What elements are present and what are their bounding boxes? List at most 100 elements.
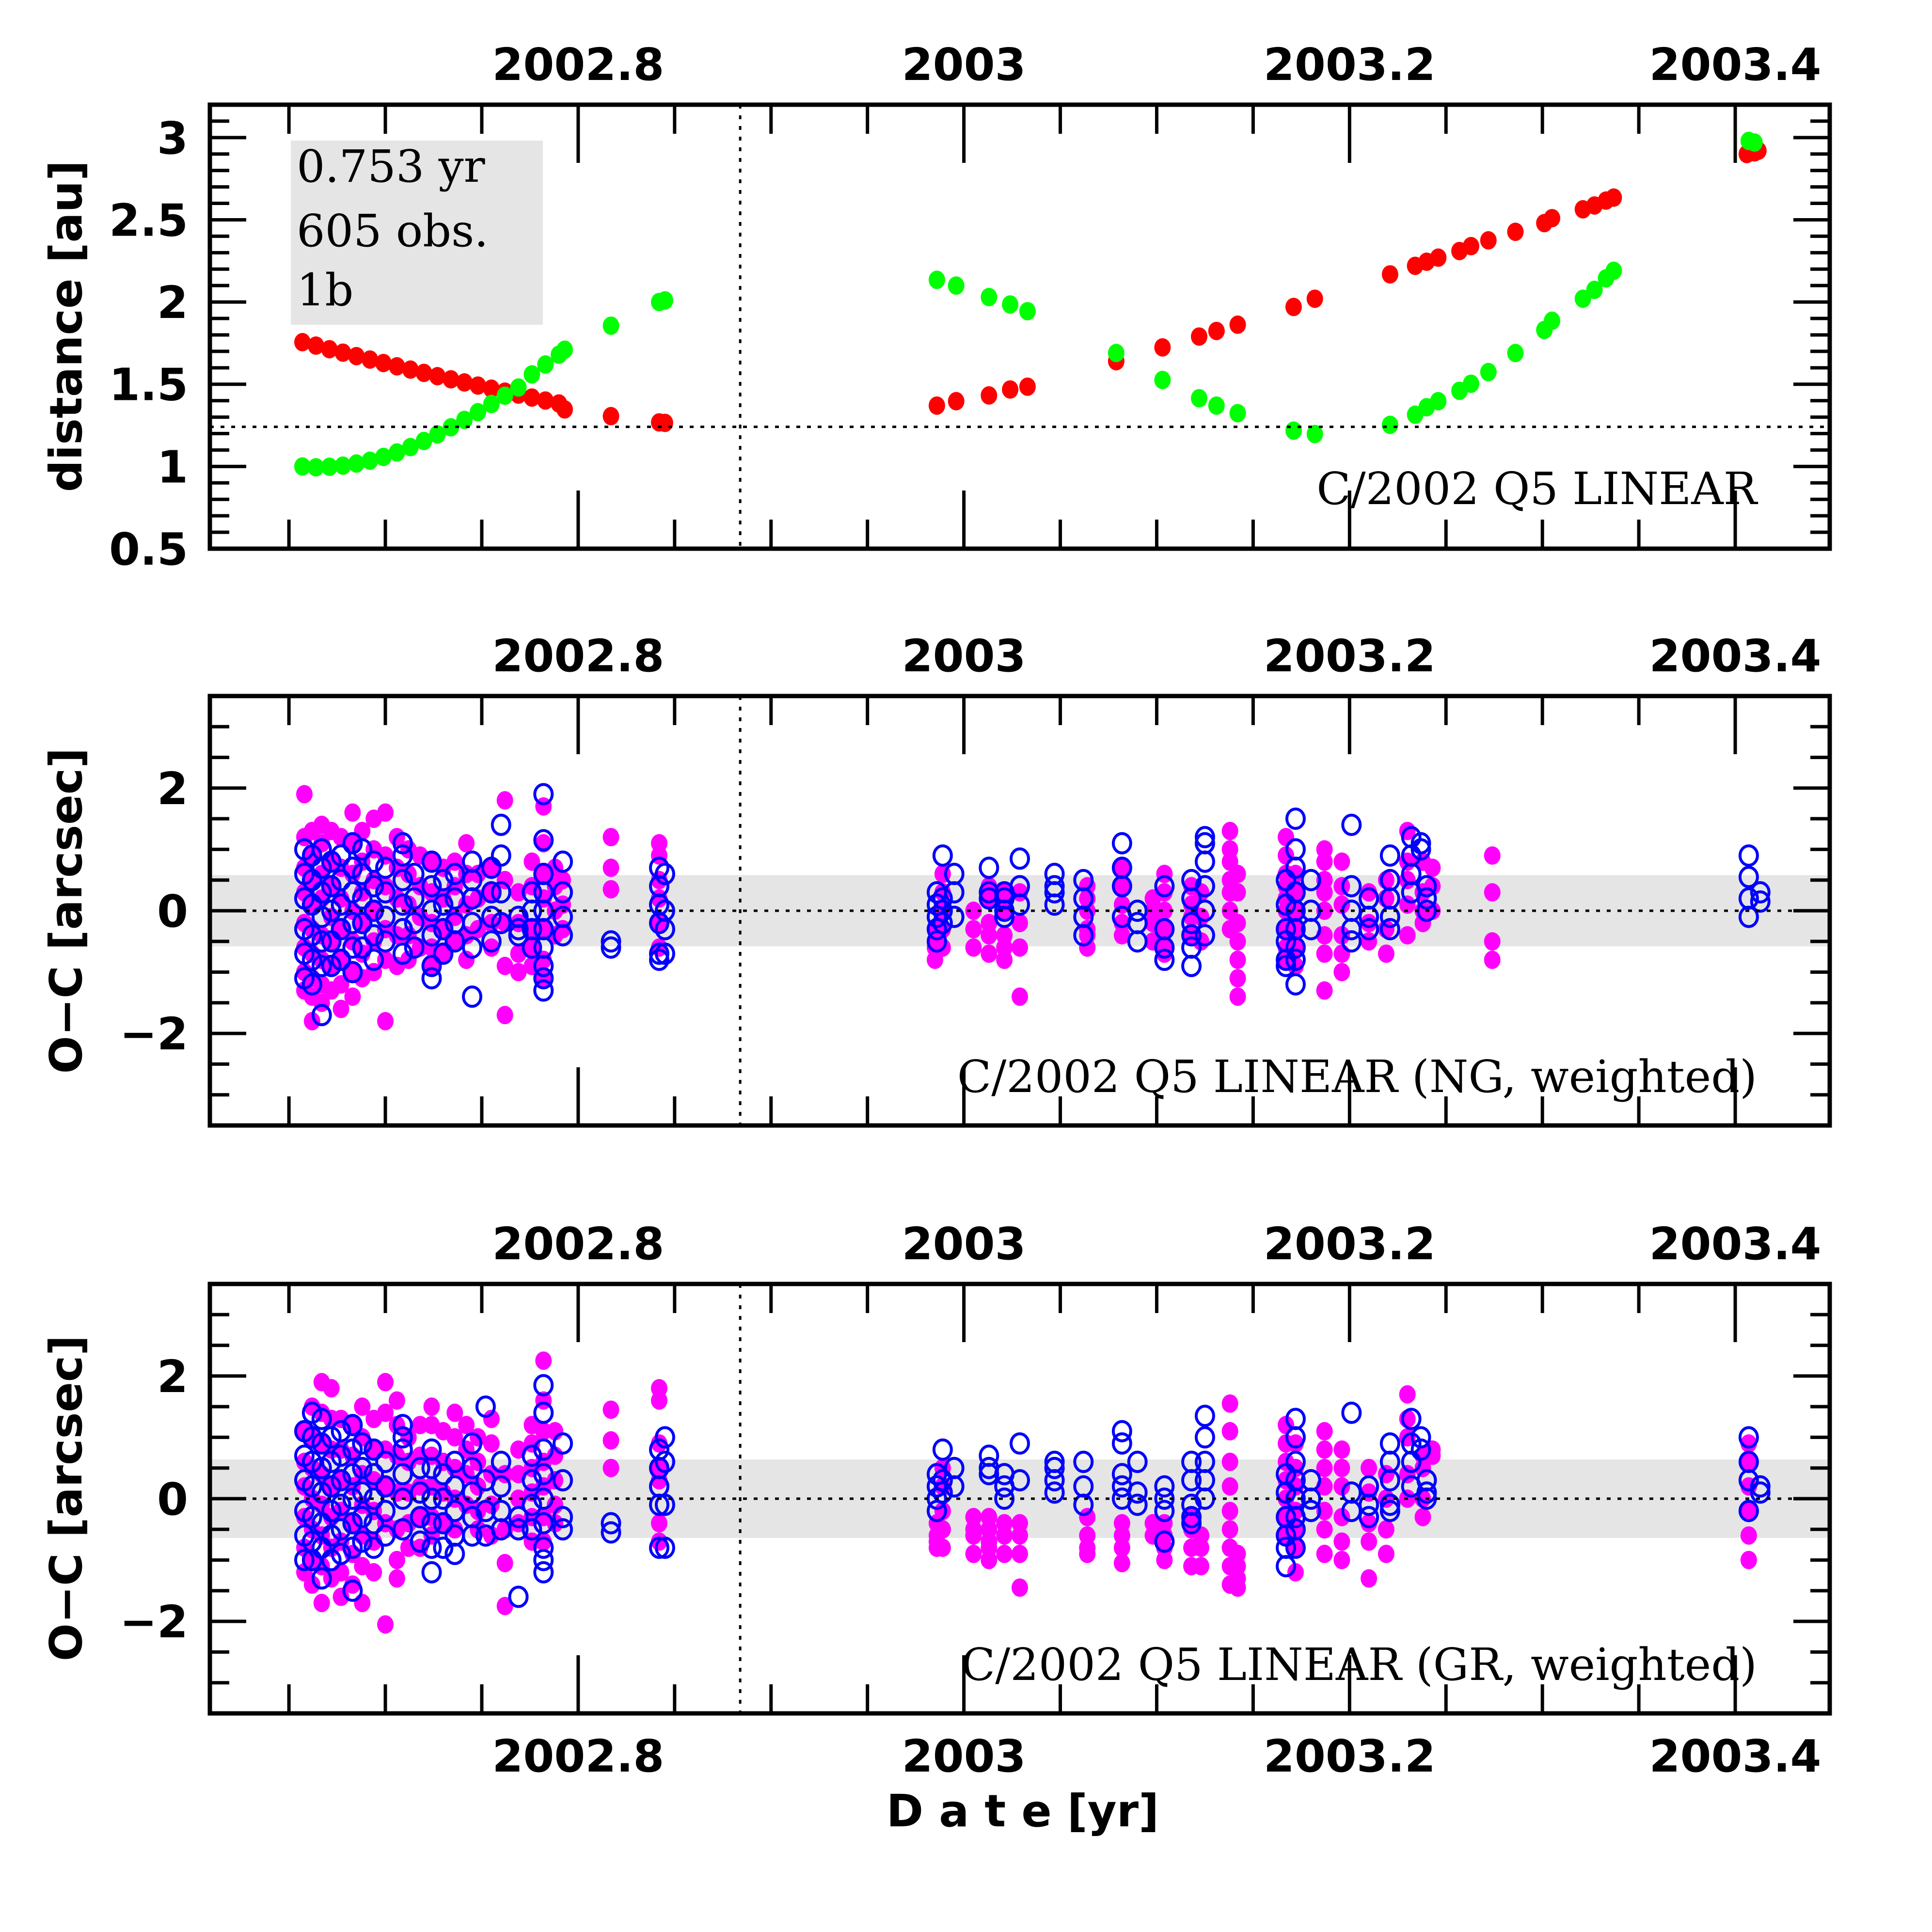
filled-residual-point [483, 1526, 500, 1545]
filled-residual-point [344, 932, 361, 951]
open-residual-point [654, 1451, 675, 1473]
filled-residual-point [1333, 1440, 1350, 1459]
filled-residual-point [344, 1575, 361, 1594]
x-tick-label-top: 2003 [902, 630, 1026, 682]
filled-residual-point [354, 1397, 371, 1416]
y-tick-label: 0 [157, 886, 188, 937]
filled-residual-point [412, 1416, 428, 1435]
filled-residual-point [483, 1409, 500, 1428]
open-residual-point [649, 1493, 670, 1516]
filled-residual-point [1333, 895, 1350, 914]
y-tick-label: −2 [120, 1008, 188, 1060]
filled-residual-point [1287, 1434, 1304, 1453]
green-distance-point [415, 431, 432, 450]
open-residual-point [404, 887, 425, 910]
y-tick-label: 1.5 [109, 359, 188, 411]
open-residual-point [1010, 847, 1030, 870]
open-residual-point [1285, 949, 1306, 971]
filled-residual-point [1012, 1544, 1028, 1563]
open-residual-point [1194, 1405, 1215, 1427]
filled-residual-point [1399, 1385, 1416, 1404]
open-residual-point [352, 1530, 373, 1553]
open-residual-point [1276, 918, 1297, 940]
filled-residual-point [496, 1553, 513, 1572]
open-residual-point [331, 1444, 351, 1467]
green-distance-point [948, 276, 965, 295]
filled-residual-point [510, 963, 527, 982]
open-residual-point [1181, 912, 1202, 934]
open-residual-point [364, 1536, 384, 1559]
green-distance-point [429, 425, 446, 444]
open-residual-point [331, 1493, 351, 1516]
x-axis-title: D a t e [yr] [887, 1785, 1159, 1837]
filled-residual-point [602, 828, 619, 847]
open-residual-point [331, 844, 351, 867]
filled-residual-point [377, 803, 394, 822]
open-residual-point [352, 1457, 373, 1479]
filled-residual-point [1740, 1526, 1757, 1545]
open-residual-point [364, 875, 384, 898]
filled-residual-point [377, 1012, 394, 1030]
filled-residual-point [1316, 1544, 1333, 1563]
filled-residual-point [1156, 883, 1173, 902]
filled-residual-point [1156, 1551, 1173, 1569]
y-tick-label: 0 [157, 1473, 188, 1525]
open-residual-point [508, 1505, 529, 1528]
open-residual-point [1379, 918, 1400, 940]
open-residual-point [508, 1518, 529, 1541]
open-residual-point [1416, 887, 1437, 910]
x-tick-label-top: 2002.8 [492, 1218, 664, 1270]
plot-frame [207, 102, 1832, 551]
open-residual-point [932, 1438, 953, 1461]
open-residual-point [444, 1542, 465, 1565]
panel-label: C/2002 Q5 LINEAR (NG, weighted) [957, 1051, 1757, 1103]
open-residual-point [1285, 856, 1306, 879]
green-distance-point [443, 418, 459, 437]
open-residual-point [392, 893, 413, 916]
filled-residual-point [354, 1594, 371, 1613]
filled-residual-point [1399, 1465, 1416, 1484]
x-tick-label-top: 2002.8 [492, 39, 664, 91]
red-distance-point [656, 413, 673, 432]
open-residual-point [533, 1463, 554, 1486]
red-distance-point [443, 370, 459, 389]
open-residual-point [553, 1432, 573, 1455]
filled-residual-point [602, 1458, 619, 1477]
filled-residual-point [1278, 828, 1295, 847]
filled-residual-point [344, 803, 361, 822]
open-residual-point [1154, 875, 1175, 898]
filled-residual-point [1113, 858, 1130, 877]
open-residual-point [1379, 844, 1400, 867]
filled-residual-point [1113, 1553, 1130, 1572]
filled-residual-point [1333, 1507, 1350, 1526]
filled-residual-point [1113, 1538, 1130, 1557]
red-distance-point [1462, 237, 1479, 255]
distance-panel: 0.753 yr 605 obs. 1b C/2002 Q5 LINEAR di… [40, 39, 1832, 575]
filled-residual-point [1316, 1458, 1333, 1477]
red-distance-point [556, 400, 573, 419]
filled-residual-point [1484, 950, 1501, 969]
filled-residual-point [1221, 1520, 1238, 1539]
x-tick-label-top: 2003.2 [1264, 630, 1436, 682]
filled-residual-point [496, 1465, 513, 1484]
green-distance-point [1586, 281, 1603, 300]
red-distance-point [1507, 222, 1524, 241]
filled-residual-point [1484, 883, 1501, 902]
red-distance-point [456, 373, 473, 392]
open-residual-point [522, 1469, 542, 1492]
open-residual-point [1127, 1493, 1148, 1516]
open-residual-point [462, 1481, 483, 1504]
open-residual-point [533, 954, 554, 977]
red-distance-point [1285, 298, 1302, 317]
filled-residual-point [1361, 914, 1378, 933]
open-residual-point [352, 912, 373, 934]
open-residual-point [481, 881, 502, 904]
filled-residual-point [1740, 1453, 1757, 1472]
filled-residual-point [388, 1391, 405, 1410]
open-residual-point [421, 875, 442, 898]
red-distance-point [1480, 231, 1497, 250]
open-residual-point [654, 1536, 675, 1559]
open-residual-point [1194, 924, 1215, 947]
red-distance-point [415, 364, 432, 382]
red-distance-point [1381, 265, 1398, 284]
